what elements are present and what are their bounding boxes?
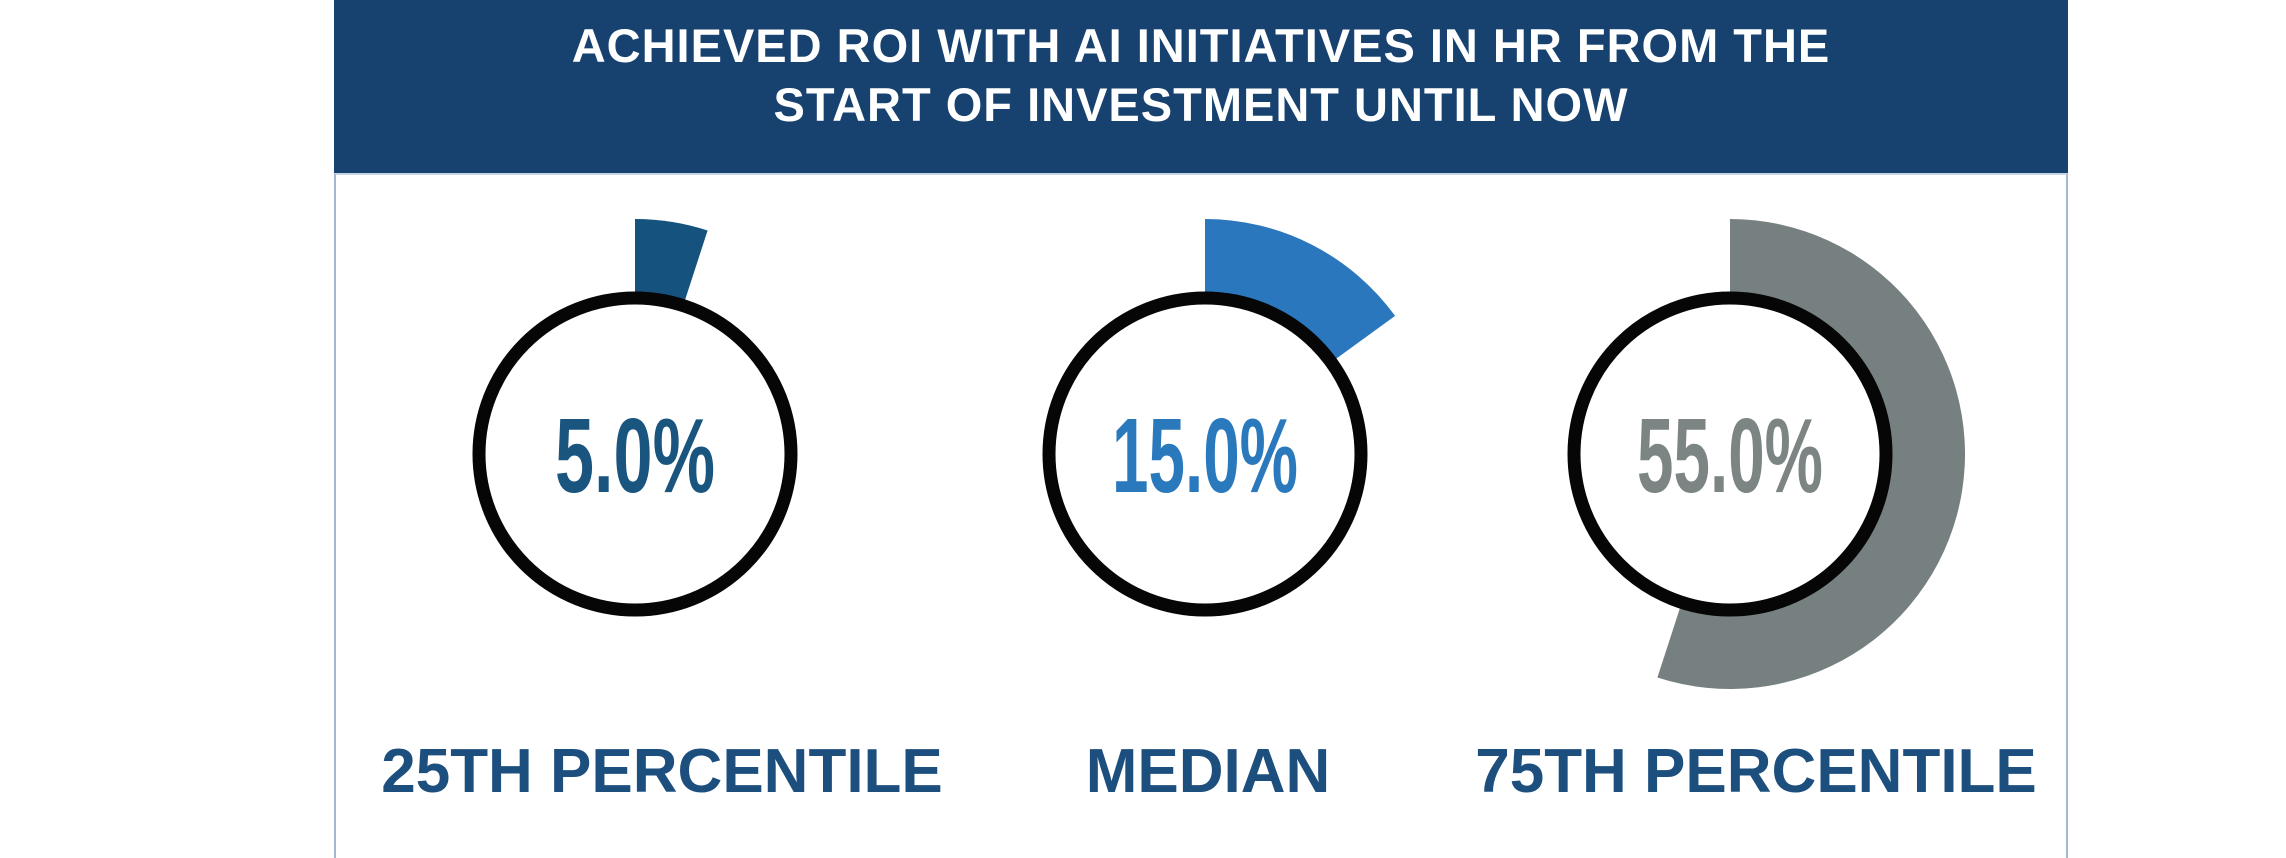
gauge-svg: 5.0% (472, 219, 798, 617)
gauge-label-75th-percentile: 75TH PERCENTILE (1475, 737, 2037, 806)
gauge-label-median: MEDIAN (1085, 737, 1331, 806)
gauge-25th-percentile: 5.0% (395, 214, 875, 694)
gauge-svg: 15.0% (1042, 219, 1396, 617)
gauge-ring (1567, 291, 1893, 617)
gauge-median: 15.0% (965, 214, 1445, 694)
gauge-svg: 55.0% (1567, 219, 1966, 689)
gauge-value: 5.0% (555, 397, 715, 515)
gauge-value: 55.0% (1637, 397, 1823, 515)
gauge-ring (1042, 291, 1368, 617)
gauge-75th-percentile: 55.0% (1490, 214, 1970, 694)
gauge-label-25th-percentile: 25TH PERCENTILE (381, 737, 943, 806)
chart-panel: ACHIEVED ROI WITH AI INITIATIVES IN HR F… (334, 0, 2068, 858)
chart-body: 5.0% 15.0% 55.0% 25TH PERCENTILE MEDIAN … (334, 173, 2068, 858)
chart-title-line-1: ACHIEVED ROI WITH AI INITIATIVES IN HR F… (571, 18, 1831, 72)
chart-title-band: ACHIEVED ROI WITH AI INITIATIVES IN HR F… (334, 0, 2068, 173)
gauge-ring (472, 291, 798, 617)
gauge-value: 15.0% (1112, 397, 1298, 515)
chart-title-line-2: START OF INVESTMENT UNTIL NOW (773, 77, 1629, 131)
